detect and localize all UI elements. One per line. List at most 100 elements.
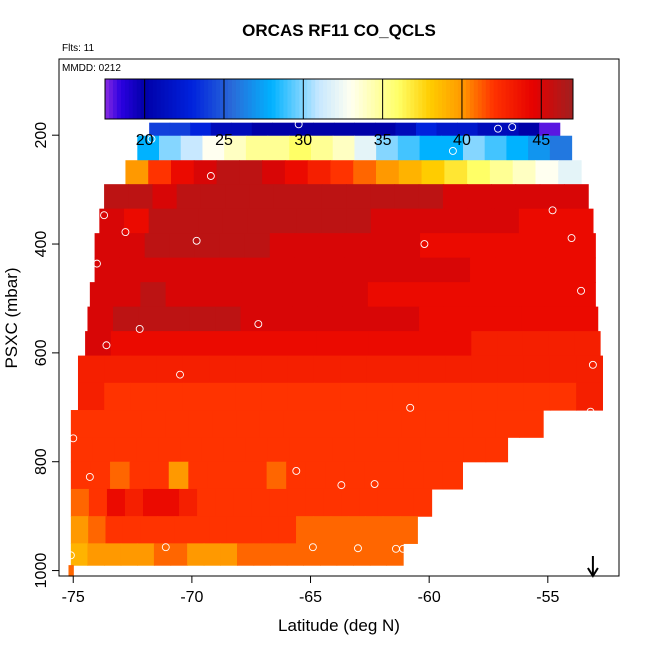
heat-cell: [445, 382, 472, 411]
colorbar-segment: [136, 79, 142, 119]
heat-cell: [340, 382, 368, 411]
colorbar-segment: [239, 79, 245, 119]
heat-cell: [520, 257, 546, 283]
colorbar-segment: [132, 79, 138, 119]
heat-cell: [188, 410, 214, 438]
heat-cell: [165, 282, 192, 308]
heat-cell: [313, 516, 332, 544]
y-tick-label: 200: [33, 122, 50, 149]
heat-cell: [247, 208, 273, 234]
heat-cell: [236, 410, 261, 438]
heat-cell: [442, 461, 463, 490]
observation-point: [100, 211, 109, 220]
colorbar-segment: [307, 79, 312, 119]
colorbar-segment: [362, 79, 368, 119]
heat-cell: [140, 282, 167, 308]
colorbar-segment: [394, 79, 399, 119]
heat-cell: [77, 382, 105, 411]
heat-cell: [419, 306, 446, 332]
observation-point: [308, 543, 317, 552]
heat-cell: [262, 160, 286, 185]
heat-cell: [497, 331, 524, 357]
x-axis: -75 -70 -65 -60 -55: [62, 576, 559, 606]
heat-cell: [576, 355, 603, 384]
heat-cell: [241, 282, 268, 308]
heat-cell: [114, 437, 137, 463]
heat-cell: [353, 543, 371, 566]
colorbar-segment: [331, 79, 336, 119]
colorbar-segment: [287, 79, 292, 119]
colorbar-segment: [521, 79, 526, 119]
heat-cell: [348, 516, 366, 544]
colorbar-tick-label: 25: [215, 132, 233, 149]
heat-cell: [498, 122, 520, 137]
colorbar-segment: [557, 79, 562, 119]
colorbar-segment: [366, 79, 372, 119]
heat-cell: [420, 257, 446, 283]
heat-cell: [395, 208, 421, 234]
heat-cell: [70, 410, 96, 438]
heat-cell: [286, 543, 305, 566]
heat-cell: [190, 122, 212, 137]
heat-cell: [119, 257, 146, 283]
heat-cell: [367, 282, 394, 308]
heat-cell: [212, 410, 237, 438]
heat-cell: [130, 382, 158, 411]
heat-cell: [249, 184, 275, 210]
heat-cell: [270, 543, 288, 566]
heat-cell: [336, 543, 354, 566]
heat-cell: [269, 257, 296, 283]
heat-cell: [436, 122, 458, 137]
colorbar-segment: [223, 79, 229, 119]
observation-point: [292, 467, 301, 475]
observation-point: [399, 544, 408, 553]
heat-cell: [140, 516, 159, 544]
arrow-down-icon: [587, 556, 599, 578]
heat-cell: [156, 355, 184, 384]
heat-cell: [210, 122, 232, 137]
colorbar-segment: [271, 79, 277, 119]
heat-cell: [112, 306, 140, 332]
heat-cell: [317, 282, 344, 308]
observation-point: [370, 480, 379, 488]
y-tick-label: 1000: [33, 553, 50, 589]
colorbar-segment: [112, 79, 118, 119]
colorbar-tick-label: 45: [532, 132, 550, 149]
colorbar-segment: [303, 79, 308, 119]
heat-cell: [313, 382, 341, 411]
observation-point: [337, 481, 346, 490]
heat-cell: [441, 135, 464, 161]
observation-point: [161, 543, 170, 552]
heat-cell: [128, 184, 154, 210]
heat-cell: [235, 355, 263, 384]
heat-cell: [296, 208, 323, 234]
heat-cell: [419, 331, 447, 357]
heat-cell: [354, 437, 378, 463]
observation-point: [66, 551, 75, 560]
heat-cell: [88, 516, 107, 544]
heat-cell: [94, 410, 119, 438]
colorbar-segment: [342, 79, 348, 119]
heat-cell: [70, 516, 89, 544]
heat-cell: [225, 184, 250, 210]
heat-cell: [518, 208, 545, 234]
colorbar-segment: [148, 79, 154, 119]
colorbar-tick-label: 30: [294, 132, 312, 149]
heat-cell: [470, 306, 497, 332]
colorbar-segment: [323, 79, 328, 119]
heat-cell: [463, 437, 487, 463]
colorbar-segment: [374, 79, 380, 119]
colorbar-segment: [311, 79, 316, 119]
heat-cell: [244, 516, 262, 544]
heat-cell: [489, 160, 514, 185]
observation-point: [206, 172, 215, 180]
heat-cell: [180, 437, 203, 463]
heat-cell: [445, 257, 471, 283]
colorbar-tick-label: 40: [453, 132, 471, 149]
heat-cell: [209, 516, 228, 544]
heat-cell: [398, 437, 421, 463]
colorbar-segment: [263, 79, 269, 119]
heat-cell: [247, 461, 268, 490]
heat-cell: [149, 122, 171, 137]
colorbar-segment: [299, 79, 304, 119]
